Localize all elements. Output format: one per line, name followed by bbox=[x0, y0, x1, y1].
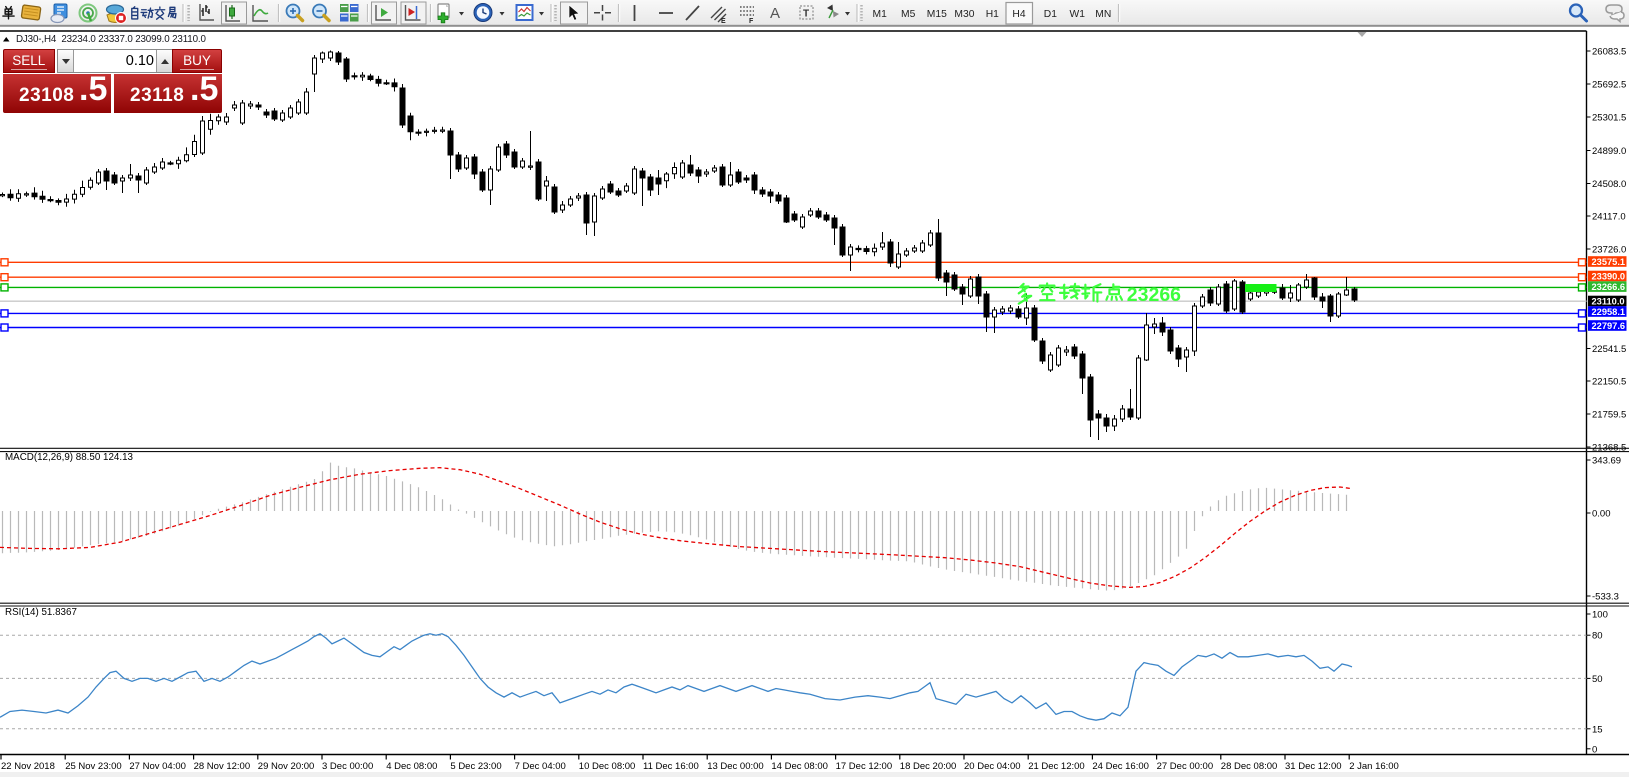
svg-text:80: 80 bbox=[1592, 631, 1603, 642]
svg-text:D1: D1 bbox=[1044, 9, 1057, 20]
svg-text:DJ30-,H4 23234.0 23337.0 2309: DJ30-,H4 23234.0 23337.0 23099.0 23110.0 bbox=[16, 34, 206, 45]
svg-text:2 Jan 16:00: 2 Jan 16:00 bbox=[1349, 761, 1399, 772]
svg-text:13 Dec 00:00: 13 Dec 00:00 bbox=[707, 761, 764, 772]
svg-text:29 Nov 20:00: 29 Nov 20:00 bbox=[258, 761, 315, 772]
svg-text:M30: M30 bbox=[954, 9, 974, 20]
svg-text:5 Dec 23:00: 5 Dec 23:00 bbox=[450, 761, 501, 772]
svg-text:7 Dec 04:00: 7 Dec 04:00 bbox=[515, 761, 566, 772]
svg-text:23266.6: 23266.6 bbox=[1592, 282, 1626, 292]
svg-text:22 Nov 2018: 22 Nov 2018 bbox=[1, 761, 55, 772]
svg-text:H4: H4 bbox=[1012, 9, 1025, 20]
svg-text:24899.0: 24899.0 bbox=[1592, 146, 1626, 157]
svg-text:15: 15 bbox=[1592, 724, 1603, 735]
svg-text:28 Dec 08:00: 28 Dec 08:00 bbox=[1221, 761, 1278, 772]
svg-text:24117.0: 24117.0 bbox=[1592, 212, 1626, 223]
svg-text:27 Nov 04:00: 27 Nov 04:00 bbox=[129, 761, 186, 772]
svg-text:-533.3: -533.3 bbox=[1592, 592, 1619, 603]
svg-text:25 Nov 23:00: 25 Nov 23:00 bbox=[65, 761, 122, 772]
svg-text:25692.5: 25692.5 bbox=[1592, 80, 1626, 91]
svg-text:21 Dec 12:00: 21 Dec 12:00 bbox=[1028, 761, 1085, 772]
svg-text:18 Dec 20:00: 18 Dec 20:00 bbox=[900, 761, 957, 772]
svg-text:31 Dec 12:00: 31 Dec 12:00 bbox=[1285, 761, 1342, 772]
svg-text:23575.1: 23575.1 bbox=[1592, 257, 1626, 267]
svg-text:RSI(14) 51.8367: RSI(14) 51.8367 bbox=[5, 607, 77, 618]
svg-text:F: F bbox=[749, 18, 754, 25]
svg-text:MN: MN bbox=[1095, 9, 1111, 20]
svg-text:4 Dec 08:00: 4 Dec 08:00 bbox=[386, 761, 437, 772]
svg-text:22150.5: 22150.5 bbox=[1592, 377, 1626, 388]
svg-text:22541.5: 22541.5 bbox=[1592, 344, 1626, 355]
svg-text:14 Dec 08:00: 14 Dec 08:00 bbox=[771, 761, 828, 772]
svg-text:M1: M1 bbox=[873, 9, 888, 20]
svg-text:23726.0: 23726.0 bbox=[1592, 245, 1626, 256]
svg-text:E: E bbox=[721, 18, 726, 25]
svg-text:21368.5: 21368.5 bbox=[1592, 443, 1626, 454]
svg-text:11 Dec 16:00: 11 Dec 16:00 bbox=[643, 761, 699, 772]
svg-text:343.69: 343.69 bbox=[1592, 456, 1621, 467]
svg-text:27 Dec 00:00: 27 Dec 00:00 bbox=[1157, 761, 1214, 772]
svg-text:28 Nov 12:00: 28 Nov 12:00 bbox=[194, 761, 251, 772]
svg-text:W1: W1 bbox=[1070, 9, 1086, 20]
svg-text:26083.5: 26083.5 bbox=[1592, 47, 1626, 58]
svg-text:0: 0 bbox=[1592, 744, 1597, 755]
svg-text:100: 100 bbox=[1592, 610, 1608, 621]
svg-text:T: T bbox=[803, 9, 809, 20]
svg-text:50: 50 bbox=[1592, 674, 1603, 685]
svg-text:20 Dec 04:00: 20 Dec 04:00 bbox=[964, 761, 1021, 772]
svg-text:24 Dec 16:00: 24 Dec 16:00 bbox=[1092, 761, 1149, 772]
svg-text:M5: M5 bbox=[901, 9, 916, 20]
svg-text:25301.5: 25301.5 bbox=[1592, 113, 1626, 124]
svg-text:23390.0: 23390.0 bbox=[1592, 272, 1626, 282]
svg-text:MACD(12,26,9) 88.50 124.13: MACD(12,26,9) 88.50 124.13 bbox=[5, 452, 134, 463]
svg-text:M15: M15 bbox=[927, 9, 947, 20]
svg-text:22958.1: 22958.1 bbox=[1592, 307, 1626, 317]
svg-text:23110.0: 23110.0 bbox=[1592, 297, 1625, 307]
svg-text:23266: 23266 bbox=[1127, 284, 1181, 306]
svg-text:17 Dec 12:00: 17 Dec 12:00 bbox=[836, 761, 893, 772]
svg-text:A: A bbox=[770, 5, 780, 22]
svg-text:H1: H1 bbox=[986, 9, 999, 20]
svg-text:3 Dec 00:00: 3 Dec 00:00 bbox=[322, 761, 373, 772]
svg-text:22797.6: 22797.6 bbox=[1592, 321, 1626, 331]
svg-text:0.00: 0.00 bbox=[1592, 509, 1611, 520]
svg-text:24508.0: 24508.0 bbox=[1592, 179, 1626, 190]
svg-text:10 Dec 08:00: 10 Dec 08:00 bbox=[579, 761, 636, 772]
svg-text:21759.5: 21759.5 bbox=[1592, 410, 1626, 421]
